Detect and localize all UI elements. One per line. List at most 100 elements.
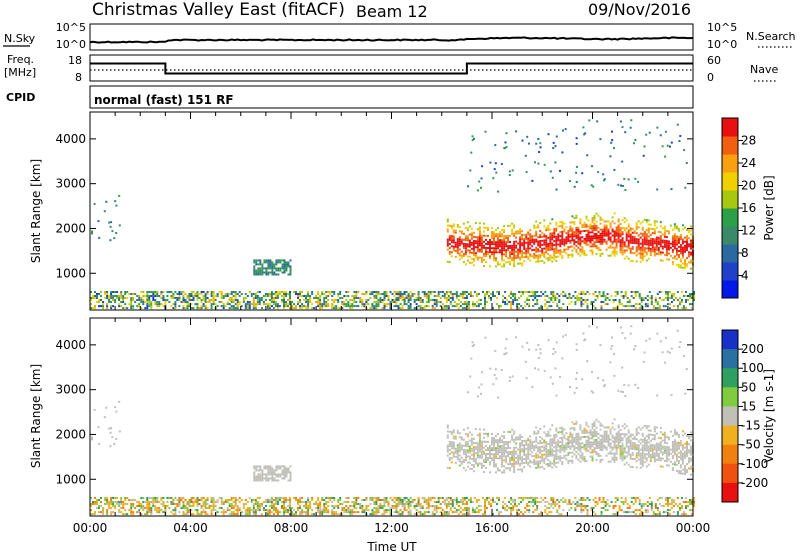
data-cell: [473, 497, 476, 499]
data-cell: [289, 301, 291, 303]
data-cell: [487, 247, 489, 249]
data-cell: [462, 452, 465, 455]
data-cell: [611, 139, 614, 142]
data-cell: [283, 271, 286, 274]
data-cell: [170, 503, 173, 505]
data-cell: [106, 295, 109, 297]
data-cell: [317, 291, 320, 293]
data-cell: [269, 263, 272, 266]
data-cell: [634, 139, 637, 141]
data-cell: [276, 511, 279, 514]
data-cell: [104, 293, 107, 295]
data-cell: [525, 241, 528, 244]
data-cell: [632, 497, 635, 499]
data-cell: [557, 225, 560, 228]
data-cell: [417, 499, 420, 501]
data-cell: [174, 513, 177, 516]
data-cell: [677, 227, 680, 230]
data-cell: [142, 501, 145, 503]
data-cell: [587, 239, 590, 242]
data-cell: [274, 301, 277, 303]
data-cell: [654, 297, 657, 299]
data-cell: [563, 242, 566, 245]
data-cell: [297, 501, 299, 503]
data-cell: [443, 295, 446, 297]
data-cell: [516, 509, 519, 512]
data-cell: [230, 497, 233, 499]
data-cell: [474, 222, 477, 224]
data-cell: [389, 497, 392, 499]
data-cell: [472, 441, 475, 444]
data-cell: [613, 222, 616, 225]
data-cell: [297, 301, 299, 303]
data-cell: [550, 291, 553, 293]
data-cell: [301, 513, 304, 516]
data-cell: [90, 297, 92, 299]
data-cell: [269, 265, 272, 268]
data-cell: [561, 234, 564, 237]
data-cell: [668, 503, 671, 505]
data-cell: [112, 295, 115, 297]
data-cell: [297, 509, 299, 512]
data-cell: [184, 301, 187, 303]
data-cell: [417, 297, 420, 299]
data-cell: [491, 439, 493, 442]
data-cell: [269, 259, 272, 262]
data-cell: [615, 232, 618, 235]
data-cell: [600, 307, 603, 310]
data-cell: [508, 174, 511, 176]
data-cell: [505, 255, 508, 258]
colorbar-swatch: [722, 190, 738, 209]
data-cell: [212, 295, 215, 297]
data-cell: [594, 505, 597, 507]
data-cell: [452, 443, 455, 446]
data-cell: [597, 230, 600, 233]
data-cell: [407, 305, 410, 308]
freq-label-line2: [MHz]: [4, 66, 36, 79]
data-cell: [160, 303, 163, 306]
data-cell: [474, 452, 477, 455]
data-cell: [631, 247, 634, 250]
data-cell: [323, 511, 326, 514]
data-cell: [605, 248, 608, 251]
data-cell: [515, 438, 518, 441]
data-cell: [276, 293, 279, 295]
data-cell: [561, 222, 564, 225]
data-cell: [256, 291, 259, 293]
data-cell: [693, 497, 695, 499]
data-cell: [513, 446, 516, 449]
data-cell: [512, 295, 515, 297]
data-cell: [236, 305, 239, 308]
data-cell: [495, 463, 497, 466]
data-cell: [600, 295, 603, 297]
data-cell: [258, 297, 261, 299]
data-cell: [635, 232, 638, 235]
data-cell: [657, 253, 660, 256]
data-cell: [629, 249, 632, 252]
data-cell: [555, 255, 558, 258]
data-cell: [492, 295, 494, 297]
data-cell: [559, 447, 562, 450]
data-cell: [464, 457, 467, 460]
data-cell: [148, 503, 151, 505]
data-cell: [681, 240, 684, 243]
data-cell: [309, 507, 312, 509]
data-cell: [462, 246, 465, 249]
data-cell: [174, 305, 177, 308]
data-cell: [256, 507, 259, 509]
data-cell: [495, 257, 497, 260]
data-cell: [617, 230, 620, 233]
data-cell: [351, 501, 354, 503]
data-cell: [535, 232, 538, 235]
data-cell: [319, 299, 322, 301]
data-cell: [627, 235, 630, 238]
data-cell: [670, 499, 673, 501]
data-cell: [425, 293, 428, 295]
data-cell: [568, 295, 571, 297]
data-cell: [689, 501, 691, 503]
data-cell: [317, 507, 320, 509]
data-cell: [291, 307, 293, 310]
data-cell: [152, 503, 155, 505]
data-cell: [489, 457, 491, 460]
data-cell: [254, 509, 257, 512]
